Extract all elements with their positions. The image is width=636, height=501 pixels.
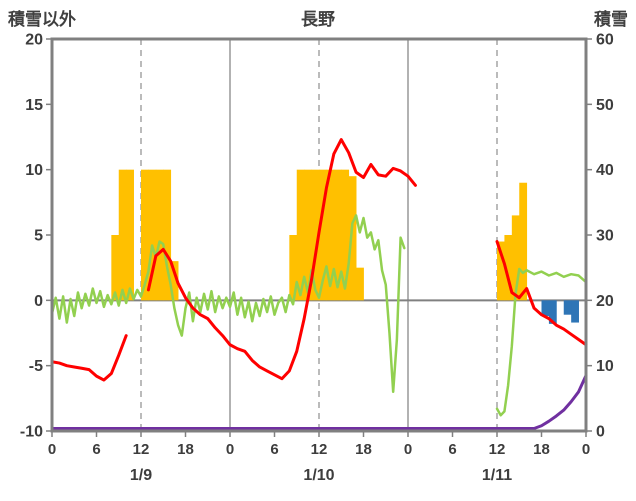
svg-text:18: 18 bbox=[355, 441, 372, 458]
svg-text:15: 15 bbox=[25, 97, 43, 114]
svg-text:10: 10 bbox=[25, 162, 43, 179]
svg-text:0: 0 bbox=[34, 293, 43, 310]
svg-text:6: 6 bbox=[448, 441, 456, 458]
svg-text:1/9: 1/9 bbox=[130, 467, 152, 484]
svg-text:10: 10 bbox=[596, 358, 614, 375]
svg-text:0: 0 bbox=[48, 441, 56, 458]
svg-text:-10: -10 bbox=[20, 424, 43, 441]
svg-text:40: 40 bbox=[596, 162, 614, 179]
svg-text:6: 6 bbox=[270, 441, 278, 458]
svg-text:12: 12 bbox=[489, 441, 506, 458]
svg-text:0: 0 bbox=[226, 441, 234, 458]
svg-text:20: 20 bbox=[25, 32, 43, 49]
svg-text:60: 60 bbox=[596, 32, 614, 49]
svg-text:1/10: 1/10 bbox=[303, 467, 334, 484]
svg-text:18: 18 bbox=[533, 441, 550, 458]
chart-title: 長野 bbox=[301, 10, 335, 29]
svg-text:12: 12 bbox=[311, 441, 328, 458]
svg-text:18: 18 bbox=[177, 441, 194, 458]
svg-text:50: 50 bbox=[596, 97, 614, 114]
svg-text:12: 12 bbox=[133, 441, 150, 458]
right-axis-title: 積雪 bbox=[594, 10, 628, 29]
svg-text:1/11: 1/11 bbox=[482, 467, 512, 484]
svg-text:5: 5 bbox=[34, 228, 43, 245]
svg-text:0: 0 bbox=[596, 424, 605, 441]
svg-text:0: 0 bbox=[582, 441, 590, 458]
svg-text:30: 30 bbox=[596, 228, 614, 245]
left-axis-title: 積雪以外 bbox=[8, 10, 76, 29]
svg-text:20: 20 bbox=[596, 293, 614, 310]
svg-text:0: 0 bbox=[404, 441, 412, 458]
svg-text:-5: -5 bbox=[29, 358, 43, 375]
svg-text:6: 6 bbox=[92, 441, 100, 458]
